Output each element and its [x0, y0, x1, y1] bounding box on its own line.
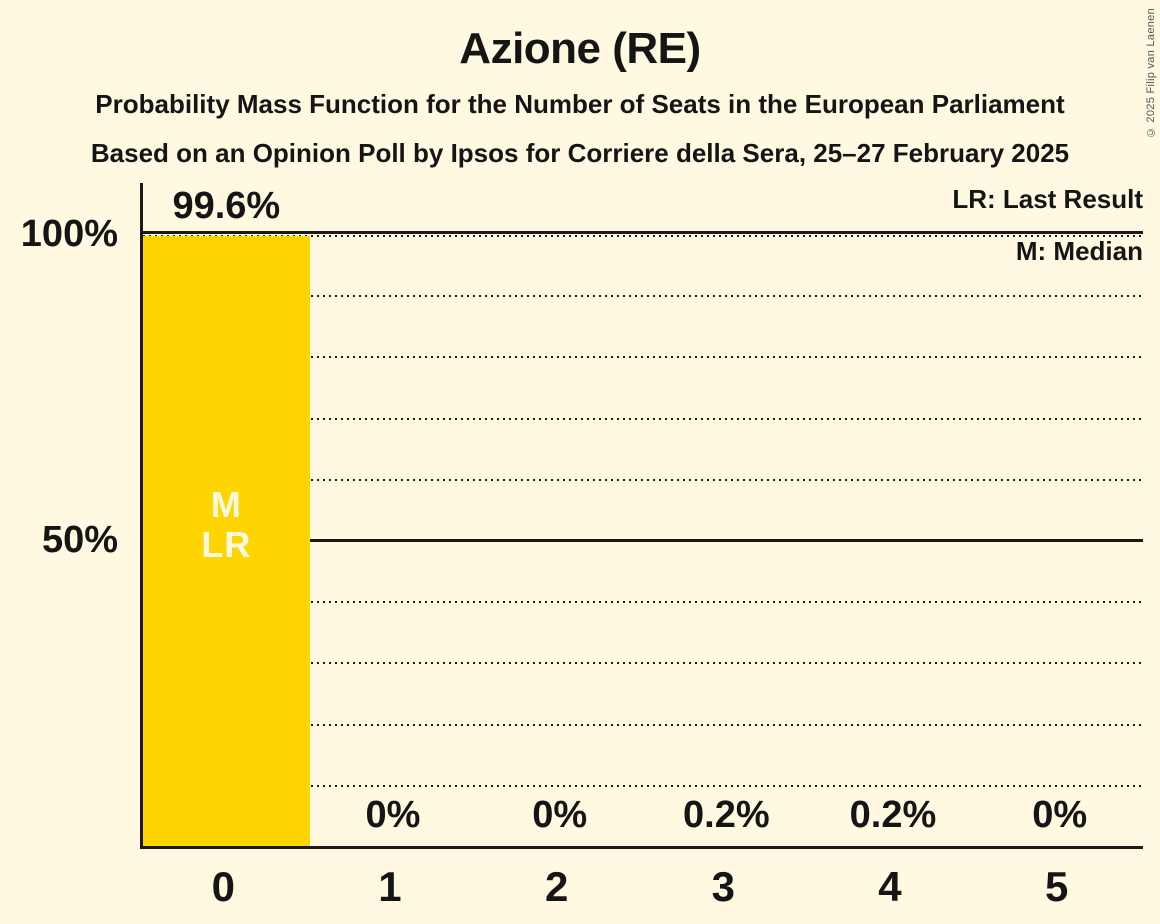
value-label-seat-3: 0.2% [683, 794, 770, 836]
value-label-seat-1: 0% [365, 794, 421, 836]
bar-seat-0 [143, 236, 310, 846]
x-axis-tick-label-2: 2 [544, 863, 569, 910]
page-title: Azione (RE) [459, 24, 701, 73]
subtitle-method: Probability Mass Function for the Number… [95, 89, 1065, 119]
value-label-seat-2: 0% [532, 794, 588, 836]
gridline-dotted-10pct [143, 784, 1143, 787]
annotation-line-lr: LR [201, 524, 252, 565]
plot-area: LR: Last Result M: Median M LR 99.6% 0% 0% 0.… [140, 183, 1143, 849]
x-axis-tick-label-5: 5 [1044, 863, 1069, 910]
value-label-seat-4: 0.2% [849, 794, 937, 836]
y-axis-labels: 100% 50% [0, 183, 126, 846]
median-last-result-annotation: M LR [143, 485, 310, 565]
gridline-dotted-90pct [143, 295, 1143, 298]
x-axis-labels: 0 1 2 3 4 5 [140, 862, 1140, 917]
subtitle-source: Based on an Opinion Poll by Ipsos for Co… [90, 138, 1070, 168]
annotation-line-m: M [210, 484, 242, 525]
gridline-solid-100pct [143, 231, 1143, 234]
value-label-seat-0: 99.6% [172, 185, 281, 228]
gridline-dotted-20pct [143, 723, 1143, 726]
legend-last-result: LR: Last Result [952, 184, 1143, 214]
gridline-dotted-70pct [143, 417, 1143, 420]
gridline-dotted-60pct [143, 478, 1143, 481]
y-axis-tick-label-100pct: 100% [20, 213, 118, 255]
gridline-dotted-40pct [143, 601, 1143, 604]
x-axis-tick-label-0: 0 [211, 863, 235, 910]
gridline-dotted-100pct [143, 235, 1143, 237]
gridline-dotted-80pct [143, 356, 1143, 359]
value-label-seat-5: 0% [1032, 794, 1088, 836]
x-axis-tick-label-1: 1 [378, 863, 402, 910]
x-axis-tick-label-4: 4 [878, 863, 902, 910]
legend-median: M: Median [1015, 236, 1143, 266]
x-axis-tick-label-3: 3 [711, 863, 735, 910]
gridline-solid-50pct [143, 539, 1143, 542]
y-axis-tick-label-50pct: 50% [41, 519, 118, 561]
gridline-dotted-30pct [143, 662, 1143, 665]
copyright-text: © 2025 Filip van Laenen [1145, 8, 1157, 139]
